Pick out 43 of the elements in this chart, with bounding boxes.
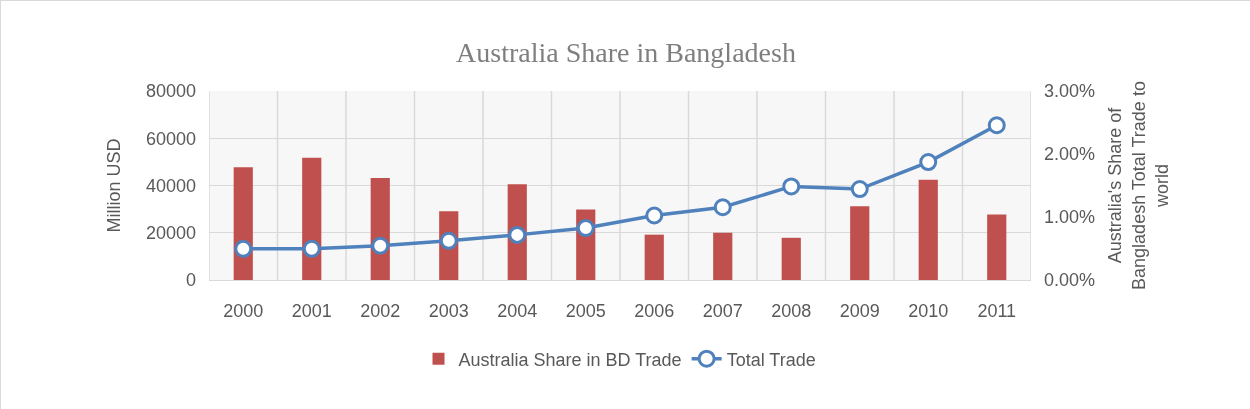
point [919,153,938,172]
x-tick-label: 2000 [223,300,264,321]
chart-title: Australia Share in Bangladesh [456,36,796,68]
y-axis-title: Million USD [104,138,125,233]
legend-label: Australia Share in BD Trade [458,349,682,370]
bar [644,234,664,280]
point [234,239,253,258]
legend-label: Total Trade [726,349,816,370]
y2-tick-label: 1.00% [1044,207,1096,228]
y2-tick-label: 0.00% [1044,270,1096,291]
point [713,198,732,217]
bar [781,237,801,280]
bar [987,214,1007,280]
x-tick-label: 2011 [977,300,1017,321]
x-tick-label: 2001 [291,300,332,321]
x-tick-label: 2005 [565,300,606,321]
y-tick-label: 80000 [145,81,196,102]
y-tick-label: 40000 [145,175,196,196]
x-tick-label: 2008 [771,300,812,321]
point [850,180,869,199]
x-tick-label: 2004 [497,300,538,321]
y2-tick-label: 2.00% [1044,144,1096,165]
point [371,236,390,255]
y2-axis-title: Australia's Share of Bangladesh Total Trade to world [1105,81,1172,290]
point [987,116,1006,135]
bar [713,232,733,280]
x-tick-label: 2003 [428,300,469,321]
x-tick-label: 2002 [360,300,401,321]
x-tick-label: 2006 [634,300,675,321]
y-tick-label: 60000 [145,128,196,149]
point [782,177,801,196]
y-tick-label: 20000 [145,223,196,244]
y-tick-label: 0 [185,270,196,291]
point [576,219,595,238]
point [645,206,664,225]
point [302,239,321,258]
x-tick-label: 2010 [908,300,949,321]
x-tick-label: 2009 [839,300,880,321]
point [508,225,527,244]
y2-tick-label: 3.00% [1044,81,1096,102]
bar [918,179,938,280]
bar [850,206,870,280]
x-tick-label: 2007 [702,300,743,321]
